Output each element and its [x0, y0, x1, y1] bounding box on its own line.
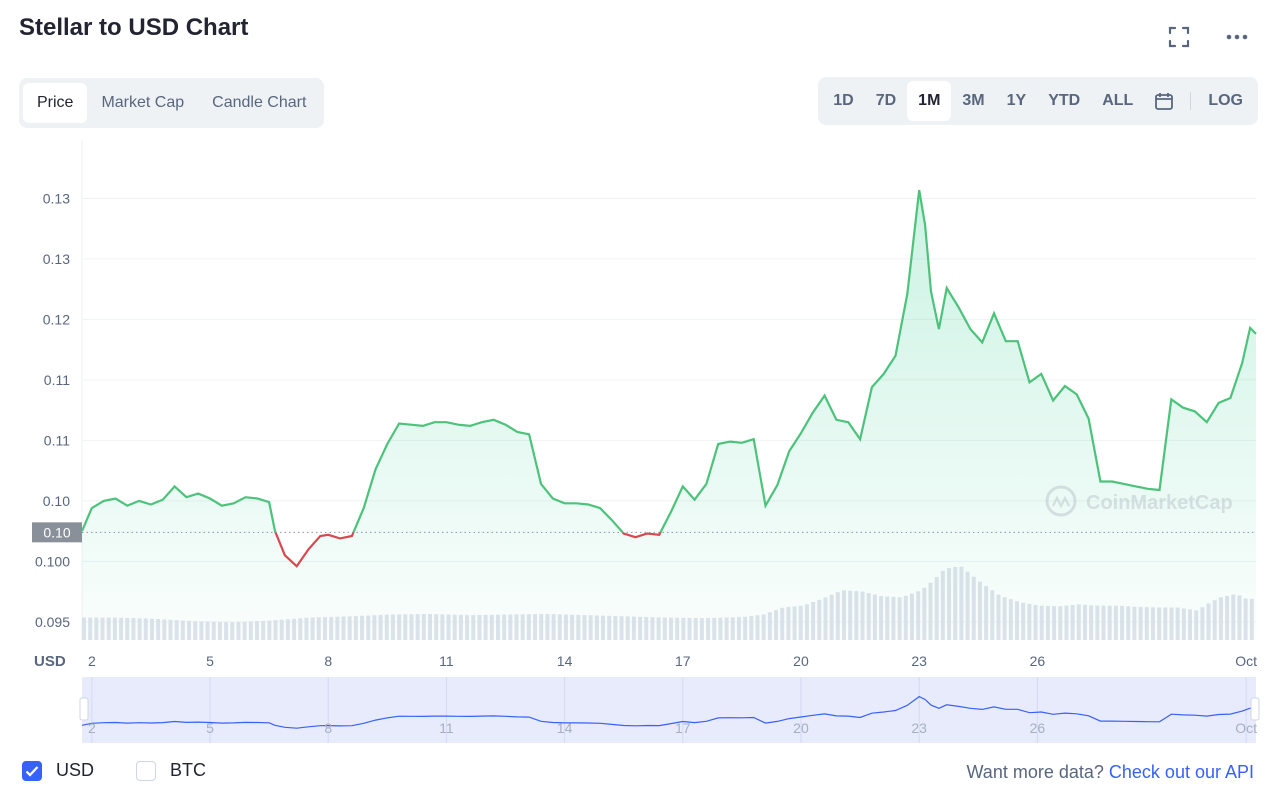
y-tick-label: 0.12: [43, 311, 70, 327]
navigator-tick-label: 11: [439, 720, 454, 736]
calendar-icon[interactable]: [1144, 81, 1184, 121]
fullscreen-icon[interactable]: [1166, 24, 1192, 50]
price-line-below-baseline: [274, 532, 662, 568]
y-tick-label: 0.13: [43, 190, 70, 206]
y-tick-label: 0.11: [44, 372, 70, 388]
tab-price[interactable]: Price: [23, 83, 88, 123]
navigator-tick-label: 8: [324, 720, 332, 736]
navigator-labels: 2 5 8 11 14 17 20 23 26 Oct: [88, 720, 1257, 736]
more-options-icon[interactable]: [1224, 24, 1250, 50]
y-tick-label: 0.095: [35, 614, 70, 630]
navigator-line: [81, 695, 1257, 729]
navigator-tick-label: 17: [675, 720, 691, 736]
usd-label: USD: [56, 760, 95, 780]
price-line-above-baseline: [80, 189, 1257, 533]
tab-market-cap[interactable]: Market Cap: [101, 94, 185, 111]
y-tick-label: 0.10: [43, 493, 70, 509]
range-1d[interactable]: 1D: [833, 92, 854, 109]
currency-toggle: USD BTC: [22, 760, 234, 781]
x-tick-label: 23: [911, 653, 927, 669]
x-tick-label: 17: [675, 653, 691, 669]
range-1m[interactable]: 1M: [907, 81, 952, 121]
watermark-text: CoinMarketCap: [1086, 492, 1233, 514]
btc-label: BTC: [170, 760, 207, 780]
navigator-right-handle[interactable]: [1250, 697, 1260, 721]
chart-type-tabs: Price Market Cap Candle Chart: [19, 78, 325, 128]
range-3m[interactable]: 3M: [962, 92, 985, 109]
x-axis-labels: 2 5 8 11 14 17 20 23 26 Oct: [88, 653, 1257, 669]
x-tick-label: Oct: [1235, 653, 1257, 669]
y-tick-label: 0.100: [35, 553, 70, 569]
baseline-label-text: 0.10: [43, 524, 70, 540]
price-area-fill: [82, 190, 1256, 640]
range-divider: [1190, 92, 1192, 110]
y-tick-label: 0.11: [44, 432, 70, 448]
navigator-left-handle[interactable]: [79, 697, 89, 721]
range-1y[interactable]: 1Y: [1006, 92, 1027, 109]
range-7d[interactable]: 7D: [875, 92, 897, 109]
baseline-label: 0.10: [32, 522, 82, 543]
chart-actions: [1166, 24, 1250, 50]
range-ytd[interactable]: YTD: [1048, 92, 1081, 109]
navigator-grid: [91, 677, 1247, 743]
page-title: Stellar to USD Chart: [19, 14, 249, 41]
api-link[interactable]: Check out our API: [1108, 762, 1254, 782]
x-tick-label: 5: [206, 653, 214, 669]
x-tick-label: 26: [1030, 653, 1046, 669]
time-range-selector: 1D 7D 1M 3M 1Y YTD ALL LOG: [818, 77, 1258, 125]
x-tick-label: 14: [557, 653, 573, 669]
log-scale-button[interactable]: LOG: [1208, 92, 1243, 109]
navigator-tick-label: 26: [1030, 720, 1046, 736]
x-tick-label: 20: [793, 653, 809, 669]
tab-candle-chart[interactable]: Candle Chart: [212, 94, 307, 111]
range-navigator[interactable]: 2 5 8 11 14 17 20 23 26 Oct: [79, 677, 1260, 743]
btc-checkbox[interactable]: [136, 760, 157, 781]
navigator-tick-label: 14: [557, 720, 573, 736]
y-axis-unit-label: USD: [34, 653, 66, 670]
y-axis-labels: 0.095 0.100 0.10 0.11 0.11 0.12 0.13 0.13: [35, 190, 70, 629]
navigator-tick-label: 23: [911, 720, 927, 736]
more-data-prompt: Want more data? Check out our API: [966, 762, 1254, 783]
x-tick-label: 2: [88, 653, 96, 669]
x-tick-label: 11: [439, 653, 454, 669]
navigator-background: [82, 677, 1256, 743]
check-icon: [25, 765, 39, 777]
navigator-tick-label: 20: [793, 720, 809, 736]
navigator-tick-label: 2: [88, 720, 96, 736]
range-all[interactable]: ALL: [1102, 92, 1134, 109]
x-tick-label: 8: [324, 653, 332, 669]
navigator-tick-label: 5: [206, 720, 214, 736]
navigator-tick-label: Oct: [1235, 720, 1257, 736]
y-tick-label: 0.13: [43, 251, 70, 267]
more-data-text: Want more data?: [966, 762, 1104, 782]
watermark-logo: CoinMarketCap: [1045, 485, 1233, 517]
usd-checkbox[interactable]: [22, 760, 42, 781]
